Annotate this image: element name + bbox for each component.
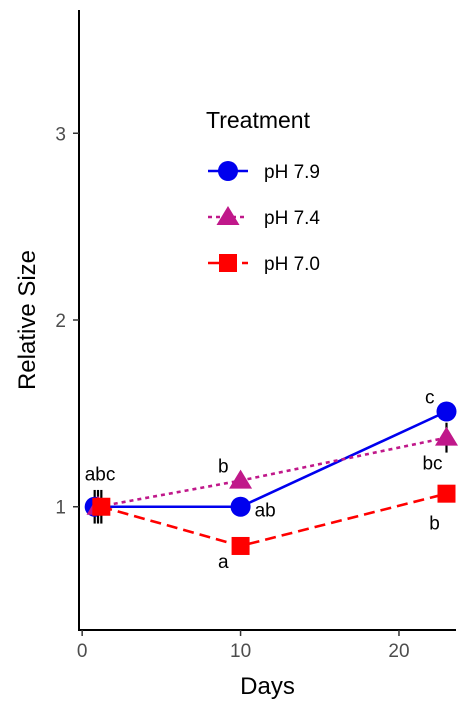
- significance-label: ab: [255, 501, 276, 522]
- significance-label: bc: [422, 454, 442, 475]
- x-tick-label-10: 10: [230, 641, 251, 662]
- legend: Treatment pH 7.9 pH 7.4 pH 7.0: [206, 107, 320, 275]
- axes: [78, 10, 456, 631]
- data-point: [436, 401, 457, 422]
- legend-marker: [218, 161, 238, 181]
- x-tick-label-20: 20: [388, 641, 409, 662]
- series-ph-7-0: [92, 484, 456, 555]
- y-tick-label-2: 2: [55, 311, 66, 332]
- data-point: [231, 536, 250, 555]
- legend-label: pH 7.0: [264, 254, 320, 275]
- legend-marker: [219, 254, 237, 272]
- legend-marker: [216, 205, 240, 225]
- y-tick-label-3: 3: [55, 124, 66, 145]
- series-line: [97, 436, 447, 509]
- significance-label-shared: abc: [85, 465, 116, 486]
- significance-label: a: [218, 552, 229, 573]
- x-tick-label-0: 0: [77, 641, 88, 662]
- legend-item: pH 7.9: [208, 161, 320, 183]
- data-point: [437, 484, 456, 503]
- data-point: [230, 496, 251, 517]
- series-layer: [84, 401, 458, 555]
- significance-label: b: [218, 457, 229, 478]
- legend-label: pH 7.9: [264, 162, 320, 183]
- y-tick-label-1: 1: [55, 498, 66, 519]
- legend-item: pH 7.0: [208, 254, 320, 275]
- series-line: [94, 410, 448, 509]
- data-point: [92, 497, 111, 516]
- data-point: [229, 469, 253, 489]
- y-axis-title: Relative Size: [14, 250, 41, 390]
- legend-label: pH 7.4: [264, 208, 320, 229]
- significance-label: c: [425, 388, 435, 409]
- legend-title: Treatment: [206, 107, 311, 133]
- significance-label: b: [429, 514, 440, 535]
- legend-item: pH 7.4: [208, 205, 320, 229]
- data-point: [434, 426, 458, 446]
- ticks: 0 10 20 1 2 3: [55, 124, 409, 662]
- x-axis-title: Days: [240, 673, 295, 700]
